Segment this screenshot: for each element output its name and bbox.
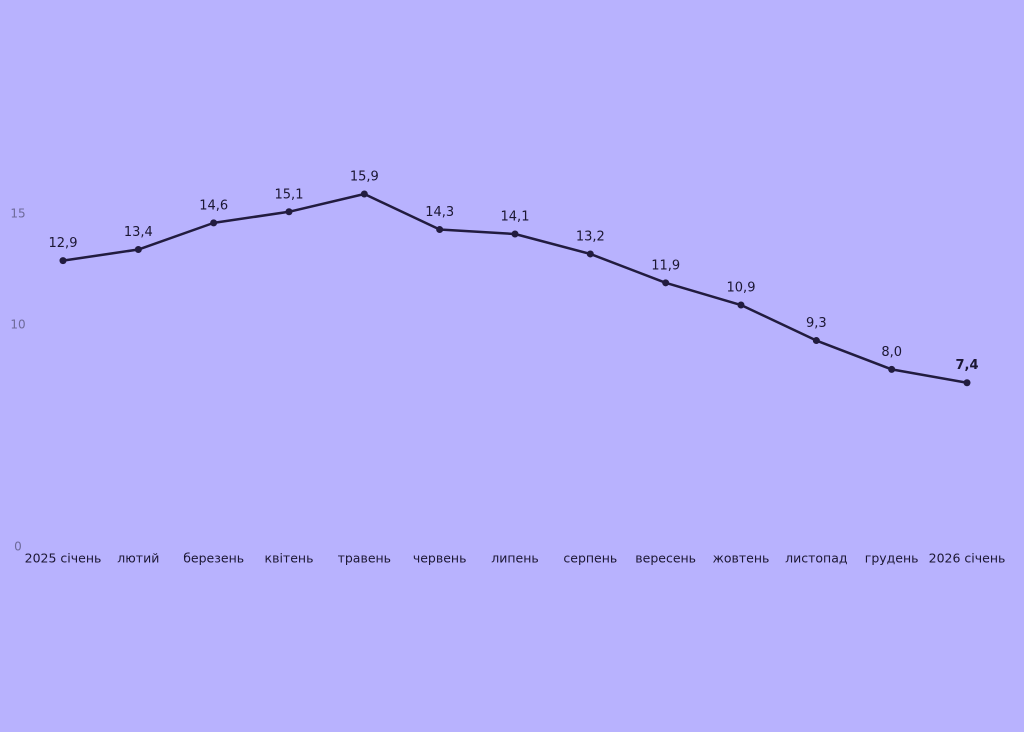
x-tick-label: липень [491,551,539,566]
x-tick-label: лютий [117,551,159,566]
value-label: 8,0 [881,345,902,360]
point [210,219,218,227]
x-tick-label: 2025 січень [25,551,102,566]
x-tick-label: березень [183,551,244,566]
x-tick-label: квітень [265,551,314,566]
x-tick-label: вересень [635,551,696,566]
x-tick-label: серпень [563,551,617,566]
x-tick-label: грудень [865,551,919,566]
point [134,246,142,254]
value-label: 14,6 [199,198,228,213]
point [59,257,67,265]
x-tick-label: жовтень [713,551,770,566]
point [662,279,670,287]
value-label: 15,9 [350,170,379,185]
y-tick-label: 15 [10,207,25,221]
value-label: 13,4 [124,225,153,240]
point [436,226,444,234]
point [812,337,820,345]
point [285,208,293,216]
point [963,379,971,387]
x-tick-label: листопад [785,551,847,566]
value-label: 14,3 [425,205,454,220]
value-label: 11,9 [651,258,680,273]
value-label: 7,4 [955,358,978,373]
x-tick-label: червень [413,551,467,566]
point [360,190,368,198]
point [737,301,745,309]
x-tick-label: 2026 січень [929,551,1006,566]
x-tick-label: травень [338,551,391,566]
point [888,365,896,373]
y-tick-label: 10 [10,318,25,332]
y-tick-label: 0 [14,540,22,554]
value-label: 12,9 [49,236,78,251]
point [511,230,519,238]
value-label: 9,3 [806,316,827,331]
value-label: 13,2 [576,229,605,244]
value-label: 10,9 [727,281,756,296]
point [586,250,594,258]
value-label: 15,1 [275,187,304,202]
value-label: 14,1 [501,209,530,224]
